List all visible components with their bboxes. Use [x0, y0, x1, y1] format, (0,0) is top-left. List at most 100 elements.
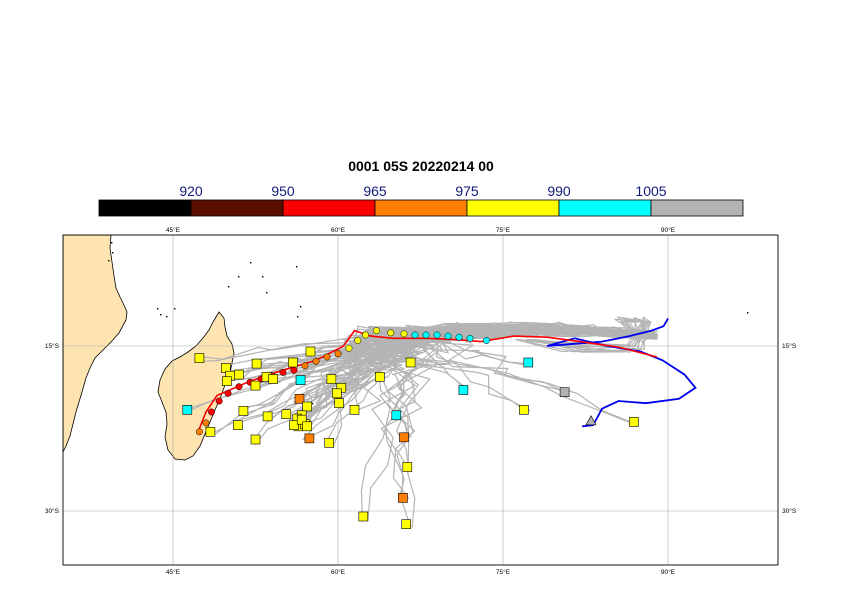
ensemble-endpoint-marker [289, 420, 299, 431]
ensemble-member-track [401, 326, 649, 425]
island-speck [312, 403, 314, 405]
intensity-point [387, 329, 395, 337]
intensity-point [466, 334, 474, 342]
longitude-tick-label: 90°E [661, 226, 676, 234]
ensemble-endpoint-marker [296, 414, 307, 425]
intensity-point [345, 344, 353, 352]
ensemble-member-track [515, 316, 646, 353]
ensemble-member-track [362, 323, 646, 522]
colorbar-segment [282, 199, 376, 217]
island-speck [238, 276, 240, 278]
ensemble-endpoint-marker [262, 411, 273, 422]
intensity-point [208, 408, 215, 416]
ensemble-endpoint-marker [458, 385, 469, 395]
observed-track [546, 318, 697, 428]
island-speck [108, 260, 110, 262]
colorbar-segment [466, 199, 560, 217]
island-speck [157, 308, 159, 310]
pressure-colorbar: 920 950 965 975 990 1005 [98, 183, 744, 217]
island-speck [166, 316, 168, 318]
colorbar-label: 1005 [635, 183, 666, 199]
latitude-tick-label: 15°S [45, 342, 60, 350]
island-speck [266, 292, 268, 294]
intensity-point [312, 357, 320, 365]
ensemble-endpoint-marker [523, 357, 534, 368]
intensity-point [215, 397, 223, 405]
ensemble-endpoint-marker [281, 409, 292, 420]
ensemble-endpoint-marker [194, 353, 205, 363]
colorbar-label: 965 [363, 183, 387, 199]
island-speck [250, 262, 252, 264]
ensemble-endpoint-marker [326, 374, 337, 384]
intensity-point [301, 362, 309, 370]
colorbar-segment [190, 199, 284, 217]
map-frame [62, 234, 779, 566]
intensity-point [290, 366, 298, 374]
colorbar-segment [558, 199, 652, 217]
forecast-track [196, 329, 658, 435]
ensemble-endpoint-marker [288, 357, 298, 368]
latitude-tick-label: 30°S [45, 507, 60, 515]
colorbar-segment [98, 199, 192, 217]
ensemble-endpoint-marker [205, 426, 216, 437]
ensemble-endpoint-marker [402, 462, 413, 472]
ensemble-endpoint-marker [332, 388, 342, 399]
ensemble-member-track [532, 318, 652, 352]
intensity-point [400, 330, 408, 338]
ensemble-endpoint-marker [234, 369, 244, 380]
latitude-tick-label: 15°S [782, 342, 797, 350]
ensemble-member-track [360, 325, 646, 517]
ensemble-member-track [376, 322, 656, 528]
colorbar-label: 990 [547, 183, 571, 199]
ensemble-endpoint-marker [559, 387, 570, 398]
ensemble-member-track [385, 327, 656, 527]
current-position-marker [585, 415, 597, 426]
ensemble-endpoint-marker [305, 346, 316, 357]
colorbar-segment [650, 199, 744, 217]
island-speck [296, 266, 298, 268]
intensity-point [422, 331, 430, 339]
intensity-point [411, 331, 419, 339]
intensity-point [224, 389, 232, 397]
ensemble-endpoint-marker [222, 376, 232, 387]
intensity-point [195, 428, 203, 436]
island-speck [112, 252, 114, 254]
intensity-point [362, 331, 369, 339]
axis-tick-labels: 45°E 45°E 60°E 60°E 75°E 75°E 90°E 90°E 15°S 15°S… [45, 226, 797, 576]
intensity-point [354, 337, 362, 344]
intensity-point [202, 419, 210, 427]
island-speck [300, 306, 302, 308]
ensemble-endpoint-marker [629, 417, 639, 427]
ensemble-endpoint-marker [304, 433, 315, 444]
ensemble-endpoint-marker [251, 358, 262, 369]
intensity-point [444, 332, 452, 340]
island-speck [174, 308, 176, 310]
ensemble-endpoint-marker [302, 421, 313, 432]
intensity-point [235, 383, 243, 391]
longitude-tick-label: 45°E [166, 226, 181, 234]
longitude-tick-label: 45°E [166, 568, 181, 576]
ensemble-member-track [434, 322, 649, 426]
ensemble-endpoint-marker [295, 375, 306, 385]
longitude-tick-label: 90°E [661, 568, 676, 576]
island-speck [297, 316, 299, 318]
colorbar-label: 920 [179, 183, 203, 199]
island-speck [262, 276, 264, 278]
intensity-point [373, 327, 380, 335]
ensemble-endpoint-marker [405, 357, 416, 368]
ensemble-endpoint-marker [334, 398, 344, 409]
colorbar-segment [374, 199, 468, 217]
intensity-point [433, 331, 441, 339]
ensemble-endpoint-marker [374, 371, 385, 382]
ensemble-endpoint-marker [268, 374, 278, 384]
ensemble-endpoint-marker [302, 401, 313, 412]
intensity-point [334, 350, 342, 358]
longitude-tick-label: 60°E [331, 226, 346, 234]
ensemble-endpoint-marker [238, 406, 249, 416]
intensity-point [483, 337, 490, 344]
ensemble-endpoint-marker [250, 434, 261, 445]
island-speck [160, 314, 162, 316]
colorbar-label: 950 [271, 183, 295, 199]
island-speck [228, 286, 230, 288]
